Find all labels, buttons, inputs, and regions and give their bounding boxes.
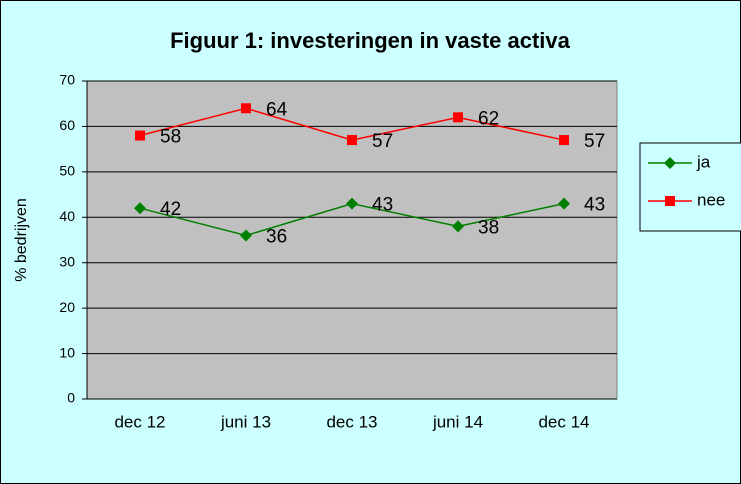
- marker: [559, 135, 569, 146]
- legend-label: nee: [697, 190, 725, 209]
- marker: [240, 229, 252, 242]
- x-tick-label: dec 12: [114, 412, 165, 431]
- data-label: 58: [160, 127, 181, 148]
- data-label: 57: [372, 131, 393, 152]
- y-axis-label: % bedrijven: [13, 198, 30, 282]
- legend: ja nee: [639, 142, 741, 232]
- marker: [558, 197, 570, 210]
- x-tick-label: dec 14: [538, 412, 589, 431]
- data-label: 36: [266, 226, 287, 247]
- data-label: 43: [372, 195, 393, 216]
- marker: [346, 197, 358, 210]
- data-label: 64: [266, 99, 288, 120]
- chart-title: Figuur 1: investeringen in vaste activa: [170, 28, 571, 53]
- plot-area: [86, 80, 618, 400]
- marker: [241, 103, 251, 114]
- marker: [665, 196, 675, 206]
- legend-label: ja: [696, 152, 711, 171]
- y-tick-label: 30: [59, 253, 75, 269]
- x-tick-label: dec 13: [326, 412, 377, 431]
- y-tick-label: 20: [59, 299, 75, 315]
- y-tick-label: 70: [59, 72, 75, 88]
- y-tick-label: 40: [59, 208, 75, 224]
- marker: [347, 135, 357, 146]
- y-tick-label: 10: [59, 344, 75, 360]
- y-tick-label: 0: [67, 390, 75, 406]
- data-label: 43: [584, 195, 605, 216]
- y-tick-label: 60: [59, 117, 75, 133]
- data-label: 57: [584, 131, 605, 152]
- data-label: 62: [478, 108, 499, 129]
- data-label: 42: [160, 199, 181, 220]
- data-label: 38: [478, 217, 499, 238]
- marker: [134, 202, 146, 215]
- x-tick-label: juni 14: [432, 412, 483, 431]
- marker: [664, 157, 676, 169]
- marker: [453, 112, 463, 123]
- legend-box: [639, 142, 741, 232]
- y-tick-label: 50: [59, 163, 75, 179]
- marker: [135, 130, 145, 141]
- marker: [452, 220, 464, 233]
- x-tick-label: juni 13: [220, 412, 271, 431]
